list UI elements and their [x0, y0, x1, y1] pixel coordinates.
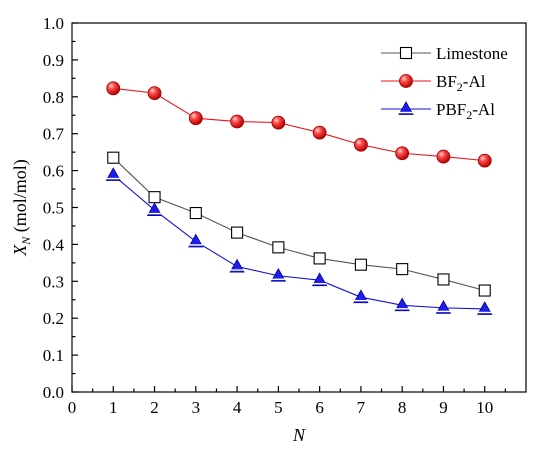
data-point — [311, 272, 328, 287]
y-axis-title-main: X — [10, 244, 30, 257]
series-0 — [107, 151, 491, 297]
axes: 0.0 0.1 0.2 0.3 0.4 0.5 0.6 0.7 0.8 0.9 1.0 0 1 2 3 4 5 6… — [43, 14, 527, 417]
plot-frame — [71, 22, 527, 393]
data-point — [146, 202, 163, 216]
triangle-shape — [394, 297, 410, 312]
y-tick-label: 0.2 — [43, 309, 64, 328]
x-tick-label: 9 — [439, 398, 448, 417]
legend-label: BF2-Al — [436, 72, 486, 94]
series-line — [112, 157, 485, 292]
y-tick-label: 1.0 — [43, 14, 64, 33]
legend-label-sub: 2 — [466, 108, 472, 122]
data-point — [229, 258, 245, 273]
data-point — [436, 149, 451, 164]
data-point — [105, 167, 121, 181]
data-point — [312, 125, 327, 140]
data-point — [435, 300, 452, 314]
x-tick-label: 0 — [68, 398, 77, 417]
series-1 — [106, 81, 492, 168]
data-point — [188, 233, 204, 248]
data-point — [230, 114, 244, 129]
legend-marker — [399, 46, 413, 60]
data-point — [231, 226, 244, 239]
x-tick-label: 5 — [274, 398, 283, 417]
data-point — [107, 151, 120, 164]
legend-marker — [398, 101, 414, 115]
y-axis-title: XN (mol/mol) — [10, 159, 33, 257]
y-tick-label: 0.4 — [43, 235, 65, 254]
y-tick-label: 0.1 — [43, 346, 64, 365]
legend-label: PBF2-Al — [436, 100, 495, 122]
x-tick-label: 8 — [398, 398, 407, 417]
x-tick-label: 2 — [150, 398, 159, 417]
data-point — [354, 258, 367, 271]
x-tick-label: 6 — [315, 398, 324, 417]
data-point — [395, 146, 410, 161]
data-point — [270, 267, 287, 282]
y-tick-label: 0.3 — [43, 272, 64, 291]
y-axis-title-sub: N — [19, 236, 33, 246]
data-point — [148, 191, 161, 204]
y-tick-label: 0.0 — [43, 383, 64, 402]
legend-label-main: BF — [436, 72, 457, 91]
series-line — [113, 87, 485, 162]
triangle-shape — [398, 101, 414, 115]
legend-label-main: PBF — [436, 100, 466, 119]
data-point — [313, 252, 326, 265]
legend-label-sub: 2 — [457, 80, 463, 94]
data-point — [106, 81, 121, 96]
x-tick-label: 7 — [357, 398, 366, 417]
legend-label: Limestone — [436, 44, 508, 63]
series-line — [112, 174, 485, 310]
data-point — [188, 111, 203, 126]
triangle-shape — [229, 258, 245, 273]
legend-label-main: Limestone — [436, 44, 508, 63]
series-layer — [105, 81, 493, 315]
data-point — [147, 86, 162, 101]
legend-item-1: BF2-Al — [381, 72, 486, 94]
triangle-shape — [270, 267, 287, 282]
triangle-shape — [146, 202, 163, 216]
y-tick-label: 0.9 — [43, 51, 64, 70]
x-tick-label: 10 — [476, 398, 493, 417]
y-tick-label: 0.7 — [43, 125, 65, 144]
triangle-shape — [353, 289, 369, 304]
data-point — [189, 206, 202, 220]
y-tick-label: 0.6 — [43, 162, 64, 181]
data-point — [354, 137, 368, 152]
data-point — [477, 153, 492, 168]
y-axis-title-unit: (mol/mol) — [10, 159, 31, 237]
data-point — [437, 273, 450, 286]
triangle-shape — [188, 233, 204, 248]
data-point — [394, 297, 410, 312]
series-2 — [105, 167, 493, 315]
legend-item-2: PBF2-Al — [381, 100, 495, 122]
data-point — [271, 115, 286, 130]
x-tick-label: 1 — [109, 398, 118, 417]
y-tick-label: 0.8 — [43, 88, 64, 107]
legend-label-tail: -Al — [472, 100, 495, 119]
y-tick-label: 0.5 — [43, 199, 64, 218]
data-point — [396, 263, 409, 276]
x-tick-label: 3 — [192, 398, 201, 417]
data-point — [477, 301, 493, 315]
triangle-shape — [477, 301, 493, 315]
legend-marker — [399, 74, 413, 88]
data-point — [272, 241, 285, 254]
legend-item-0: Limestone — [381, 44, 508, 63]
x-tick-label: 4 — [233, 398, 242, 417]
data-point — [353, 289, 369, 304]
x-axis-title: N — [292, 425, 306, 445]
triangle-shape — [105, 167, 121, 181]
triangle-shape — [435, 300, 452, 314]
legend-label-tail: -Al — [463, 72, 486, 91]
data-point — [478, 284, 491, 297]
triangle-shape — [311, 272, 328, 287]
